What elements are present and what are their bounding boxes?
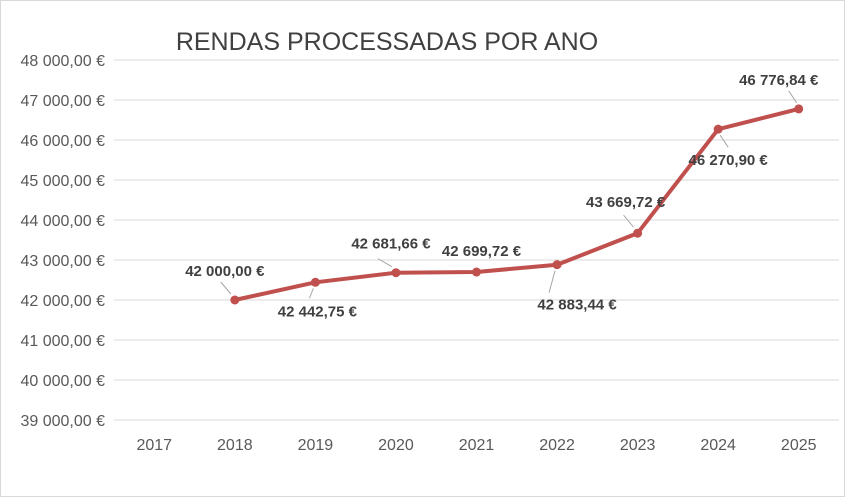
- data-label: 43 669,72 €: [586, 194, 666, 211]
- data-label: 42 883,44 €: [537, 297, 617, 314]
- series-line: [230, 104, 804, 305]
- data-label-leader: [548, 270, 556, 293]
- y-tick-label: 43 000,00 €: [20, 253, 105, 270]
- y-tick-label: 39 000,00 €: [20, 413, 105, 430]
- x-tick-label: 2018: [217, 437, 253, 454]
- x-tick-label: 2022: [539, 437, 575, 454]
- data-label-leader: [220, 281, 232, 295]
- data-point: [552, 260, 562, 270]
- data-label: 46 776,84 €: [739, 72, 819, 89]
- x-tick-label: 2025: [781, 437, 817, 454]
- x-tick-label: 2019: [298, 437, 334, 454]
- y-tick-label: 40 000,00 €: [20, 373, 105, 390]
- data-point: [713, 124, 723, 134]
- data-label: 42 442,75 €: [278, 303, 358, 320]
- series-line-path: [232, 106, 801, 302]
- data-label-leader: [308, 288, 314, 299]
- y-tick-label: 47 000,00 €: [20, 93, 105, 110]
- y-tick-label: 44 000,00 €: [20, 213, 105, 230]
- x-axis-ticks: 2017 2018 2019 2020 2021 2022 2023 2024 2025: [136, 437, 816, 454]
- data-labels: 42 000,00 € 42 442,75 € 42 681,66 € 42 699,…: [185, 72, 819, 320]
- data-point: [794, 104, 804, 114]
- x-tick-label: 2023: [620, 437, 656, 454]
- data-label: 42 699,72 €: [442, 243, 522, 260]
- y-tick-label: 41 000,00 €: [20, 333, 105, 350]
- label-leaders: [220, 90, 798, 299]
- y-tick-label: 45 000,00 €: [20, 173, 105, 190]
- data-point: [633, 228, 643, 238]
- data-label: 42 000,00 €: [185, 263, 265, 280]
- data-label-leader: [377, 258, 393, 268]
- data-label: 46 270,90 €: [689, 152, 769, 169]
- y-tick-label: 48 000,00 €: [20, 53, 105, 70]
- x-tick-label: 2020: [378, 437, 414, 454]
- y-tick-label: 42 000,00 €: [20, 293, 105, 310]
- data-point: [230, 295, 240, 305]
- y-axis-ticks: 39 000,00 € 40 000,00 € 41 000,00 € 42 000,…: [20, 53, 105, 430]
- x-tick-label: 2024: [700, 437, 736, 454]
- y-tick-label: 46 000,00 €: [20, 133, 105, 150]
- data-label-leader: [788, 90, 798, 104]
- x-tick-label: 2017: [136, 437, 172, 454]
- data-point: [472, 267, 481, 277]
- data-label-leader: [719, 134, 729, 148]
- x-tick-label: 2021: [459, 437, 495, 454]
- data-label: 42 681,66 €: [351, 236, 431, 253]
- data-label-leader: [623, 214, 634, 228]
- data-point: [391, 268, 401, 278]
- data-point: [310, 277, 320, 287]
- chart-title: RENDAS PROCESSADAS POR ANO: [176, 28, 598, 56]
- gridlines: [114, 59, 839, 421]
